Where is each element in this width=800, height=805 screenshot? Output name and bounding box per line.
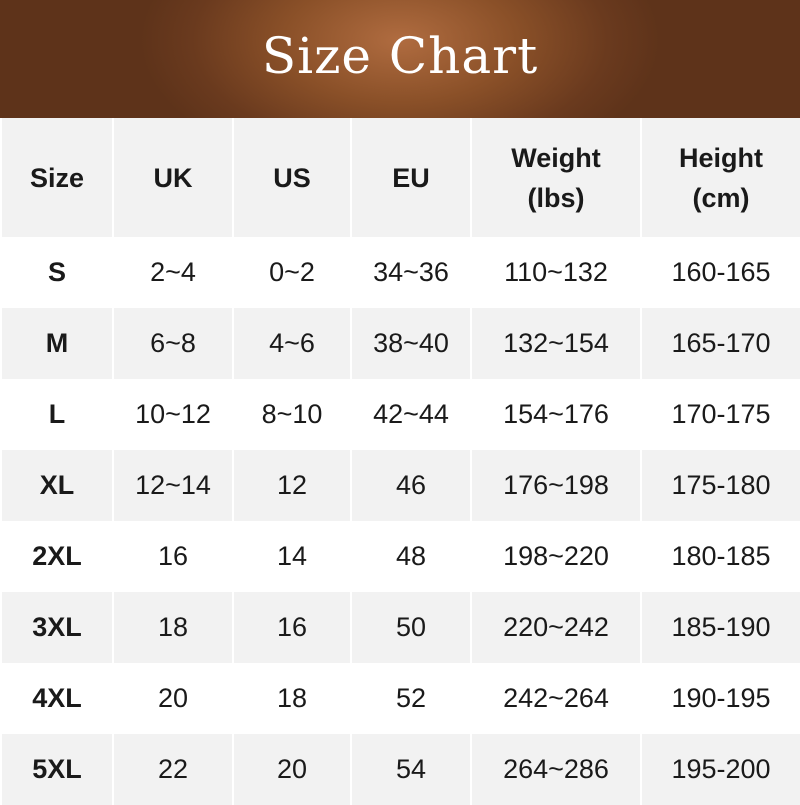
table-cell: 180-185 <box>640 521 800 592</box>
table-cell: 2~4 <box>112 237 234 308</box>
table-cell: 264~286 <box>470 734 642 805</box>
table-row: 4XL 20 18 52 242~264 190-195 <box>0 663 800 734</box>
title-banner: Size Chart <box>0 0 800 118</box>
size-cell: 3XL <box>0 592 114 663</box>
table-cell: 12 <box>232 450 352 521</box>
table-cell: 18 <box>112 592 234 663</box>
table-cell: 160-165 <box>640 237 800 308</box>
table-cell: 220~242 <box>470 592 642 663</box>
table-cell: 16 <box>232 592 352 663</box>
table-cell: 48 <box>350 521 472 592</box>
column-header: Size <box>0 118 114 237</box>
table-cell: 154~176 <box>470 379 642 450</box>
table-cell: 4~6 <box>232 308 352 379</box>
table-row: S 2~4 0~2 34~36 110~132 160-165 <box>0 237 800 308</box>
table-cell: 198~220 <box>470 521 642 592</box>
table-cell: 20 <box>112 663 234 734</box>
size-cell: L <box>0 379 114 450</box>
table-cell: 34~36 <box>350 237 472 308</box>
table-cell: 54 <box>350 734 472 805</box>
size-cell: S <box>0 237 114 308</box>
table-cell: 22 <box>112 734 234 805</box>
column-header: EU <box>350 118 472 237</box>
size-cell: 5XL <box>0 734 114 805</box>
header-row: Size UK US EU Weight (lbs) Height (cm) <box>0 118 800 237</box>
table-cell: 0~2 <box>232 237 352 308</box>
column-header: Weight (lbs) <box>470 118 642 237</box>
table-row: 5XL 22 20 54 264~286 195-200 <box>0 734 800 805</box>
table-cell: 14 <box>232 521 352 592</box>
size-chart-table: Size UK US EU Weight (lbs) Height (cm) S 2~4 0~… <box>0 118 800 805</box>
column-header: UK <box>112 118 234 237</box>
table-cell: 10~12 <box>112 379 234 450</box>
table-cell: 18 <box>232 663 352 734</box>
table-cell: 50 <box>350 592 472 663</box>
size-cell: M <box>0 308 114 379</box>
table-cell: 16 <box>112 521 234 592</box>
page-title: Size Chart <box>261 27 539 85</box>
table-row: 2XL 16 14 48 198~220 180-185 <box>0 521 800 592</box>
table-cell: 20 <box>232 734 352 805</box>
table-cell: 8~10 <box>232 379 352 450</box>
table-cell: 170-175 <box>640 379 800 450</box>
table-cell: 176~198 <box>470 450 642 521</box>
table-cell: 12~14 <box>112 450 234 521</box>
table-cell: 175-180 <box>640 450 800 521</box>
table-cell: 52 <box>350 663 472 734</box>
column-header: Height (cm) <box>640 118 800 237</box>
table-cell: 110~132 <box>470 237 642 308</box>
table-row: M 6~8 4~6 38~40 132~154 165-170 <box>0 308 800 379</box>
table-cell: 46 <box>350 450 472 521</box>
column-header: US <box>232 118 352 237</box>
table-cell: 6~8 <box>112 308 234 379</box>
table-cell: 42~44 <box>350 379 472 450</box>
table-cell: 165-170 <box>640 308 800 379</box>
table-row: 3XL 18 16 50 220~242 185-190 <box>0 592 800 663</box>
size-cell: 2XL <box>0 521 114 592</box>
size-cell: XL <box>0 450 114 521</box>
table-cell: 185-190 <box>640 592 800 663</box>
table-cell: 132~154 <box>470 308 642 379</box>
table-cell: 242~264 <box>470 663 642 734</box>
table-row: L 10~12 8~10 42~44 154~176 170-175 <box>0 379 800 450</box>
size-cell: 4XL <box>0 663 114 734</box>
table-row: XL 12~14 12 46 176~198 175-180 <box>0 450 800 521</box>
table-cell: 190-195 <box>640 663 800 734</box>
table-cell: 195-200 <box>640 734 800 805</box>
table-cell: 38~40 <box>350 308 472 379</box>
